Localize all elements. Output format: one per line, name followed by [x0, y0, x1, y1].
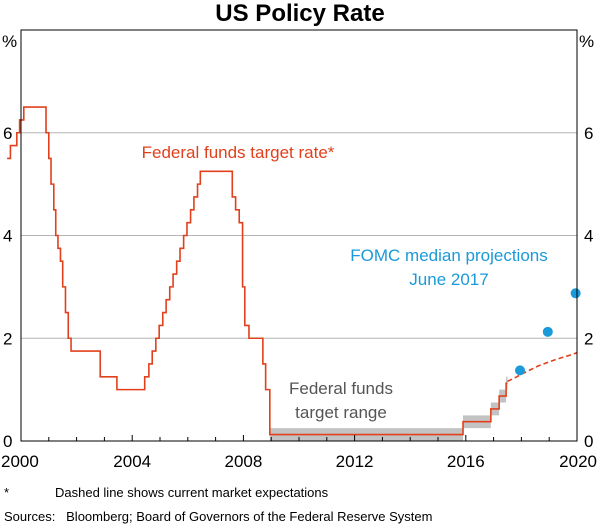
y-tick-left-2: 2 — [3, 329, 12, 348]
x-tick-label-2016: 2016 — [447, 452, 485, 471]
axes: 0 0 2 2 4 4 6 6 2000 2004 2008 2012 2016 2020 — [1, 29, 597, 471]
y-tick-right-2: 2 — [584, 329, 593, 348]
footnote-marker: * — [4, 485, 9, 500]
y-tick-right-4: 4 — [584, 227, 593, 246]
target-range-label-line-1: Federal funds — [289, 379, 393, 398]
y-tick-left-6: 6 — [3, 124, 12, 143]
target-rate-line — [7, 106, 508, 436]
y-tick-right-0: 0 — [584, 432, 593, 451]
x-tick-label-2004: 2004 — [113, 452, 151, 471]
series-labels: Federal funds target rate* Federal funds… — [142, 143, 548, 422]
x-tick-label-2008: 2008 — [224, 452, 262, 471]
left-axis-unit: % — [2, 32, 17, 51]
sources-note: Sources: Bloomberg; Board of Governors o… — [4, 509, 432, 524]
projection-points — [515, 288, 581, 376]
x-tick-label-2020: 2020 — [559, 452, 597, 471]
x-tick-label-2000: 2000 — [1, 452, 39, 471]
fomc-projection-point-2017.95 — [515, 365, 526, 376]
gridlines — [21, 132, 577, 339]
x-tick-label-2012: 2012 — [336, 452, 374, 471]
chart-title: US Policy Rate — [215, 0, 384, 27]
fomc-projection-point-2019.95 — [570, 288, 581, 299]
target-rate-label: Federal funds target rate* — [142, 143, 335, 162]
projections-label-line-1: FOMC median projections — [350, 246, 547, 265]
y-tick-right-6: 6 — [584, 124, 593, 143]
series-lines — [7, 106, 578, 436]
fomc-projection-point-2018.95 — [542, 326, 553, 337]
projections-label-line-2: June 2017 — [409, 270, 488, 289]
footnote: Dashed line shows current market expecta… — [55, 485, 329, 500]
y-tick-left-4: 4 — [3, 227, 12, 246]
y-tick-left-0: 0 — [3, 432, 12, 451]
target-range-label-line-2: target range — [295, 403, 387, 422]
right-axis-unit: % — [579, 32, 594, 51]
market-expectations-line — [507, 351, 578, 383]
